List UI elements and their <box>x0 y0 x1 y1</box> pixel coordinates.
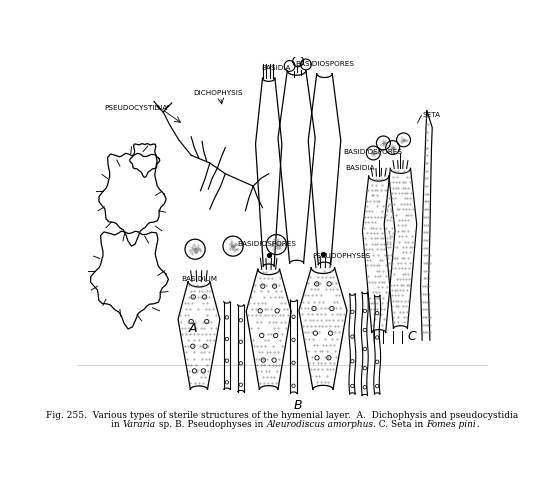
Text: sp. B. Pseudophyses in: sp. B. Pseudophyses in <box>156 419 266 428</box>
Text: BASIDIOSPORES: BASIDIOSPORES <box>295 61 354 67</box>
Text: B: B <box>294 398 302 411</box>
Text: BASIDIA: BASIDIA <box>345 165 375 170</box>
Text: BASIDIOSPORES: BASIDIOSPORES <box>237 240 296 247</box>
Text: . C. Seta in: . C. Seta in <box>373 419 426 428</box>
Text: SETA: SETA <box>422 111 441 118</box>
Text: PSEUDOCYSTIDIA: PSEUDOCYSTIDIA <box>104 105 168 110</box>
Text: BASIDIA: BASIDIA <box>262 65 291 72</box>
Text: A: A <box>189 322 197 335</box>
Text: Fomes pini: Fomes pini <box>426 419 476 428</box>
Text: in: in <box>111 419 123 428</box>
Text: DICHOPHYSIS: DICHOPHYSIS <box>193 90 243 96</box>
Text: Vararia: Vararia <box>123 419 156 428</box>
Text: BASIDIUM: BASIDIUM <box>181 276 217 282</box>
Text: .: . <box>476 419 479 428</box>
Text: BASIDIOSPORES: BASIDIOSPORES <box>343 148 402 155</box>
Text: Fig. 255.  Various types of sterile structures of the hymenial layer.  A.  Dicho: Fig. 255. Various types of sterile struc… <box>46 409 518 419</box>
Text: Aleurodiscus amorphus: Aleurodiscus amorphus <box>266 419 373 428</box>
Text: C: C <box>408 329 416 342</box>
Text: PSEUDOPHYSES: PSEUDOPHYSES <box>312 253 371 259</box>
